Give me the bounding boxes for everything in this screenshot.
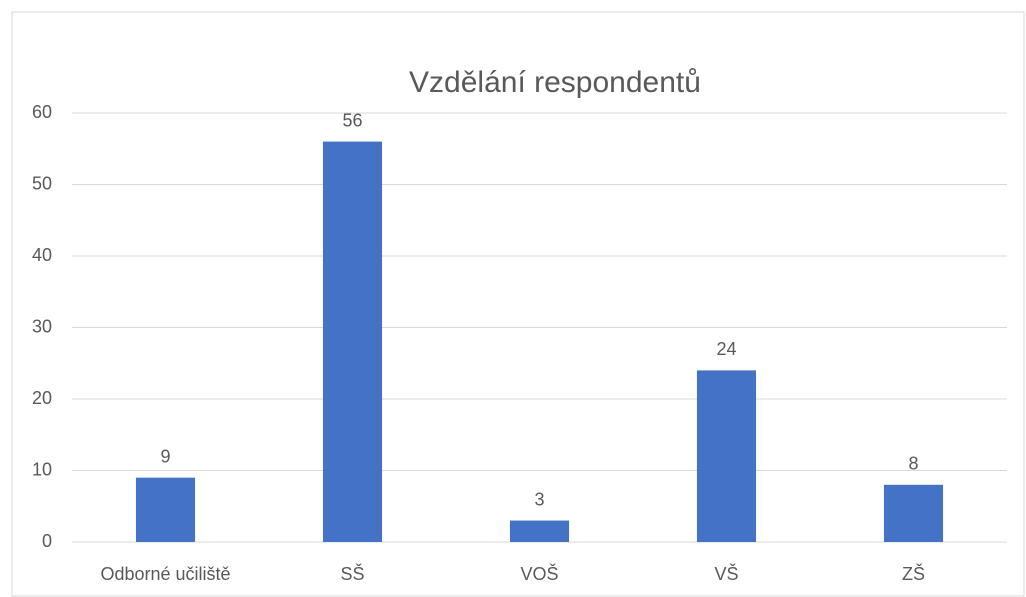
x-tick-label: SŠ xyxy=(340,563,364,584)
y-tick-label: 40 xyxy=(32,245,52,265)
bar xyxy=(322,141,383,542)
data-label: 24 xyxy=(716,339,736,359)
bar xyxy=(696,370,757,542)
data-label: 3 xyxy=(534,489,544,509)
chart-title: Vzdělání respondentů xyxy=(409,66,701,99)
y-tick-label: 30 xyxy=(32,316,52,336)
y-tick-label: 60 xyxy=(32,102,52,122)
bar xyxy=(509,520,570,542)
x-tick-label: Odborné učiliště xyxy=(100,564,230,584)
data-label: 56 xyxy=(342,110,362,130)
x-tick-label: VOŠ xyxy=(520,563,558,584)
y-tick-label: 50 xyxy=(32,173,52,193)
y-tick-label: 10 xyxy=(32,459,52,479)
bar xyxy=(135,477,196,542)
y-tick-label: 20 xyxy=(32,388,52,408)
data-label: 8 xyxy=(908,454,918,474)
x-tick-label: ZŠ xyxy=(902,563,925,584)
x-tick-label: VŠ xyxy=(714,563,738,584)
bar xyxy=(883,484,944,542)
y-tick-label: 0 xyxy=(42,531,52,551)
data-label: 9 xyxy=(160,446,170,466)
